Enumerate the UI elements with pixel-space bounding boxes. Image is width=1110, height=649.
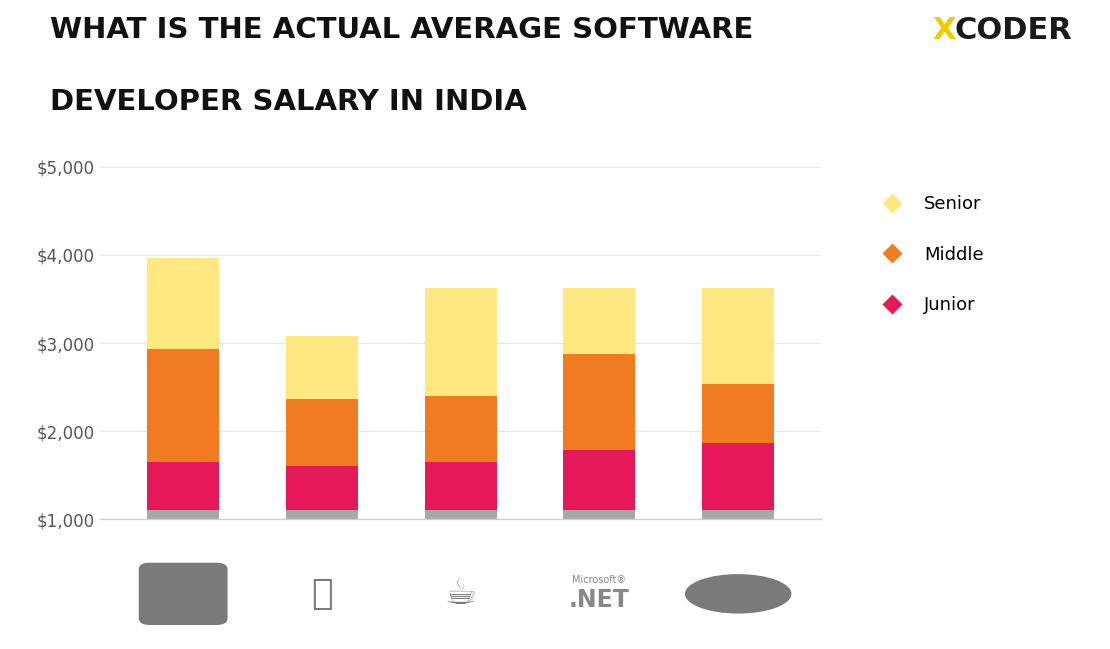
Text: X: X	[932, 16, 956, 45]
Bar	[703, 384, 775, 443]
Bar	[564, 354, 636, 450]
Bar	[564, 288, 636, 354]
Bar	[425, 510, 497, 519]
Text: WHAT IS THE ACTUAL AVERAGE SOFTWARE: WHAT IS THE ACTUAL AVERAGE SOFTWARE	[50, 16, 754, 44]
Text: JS: JS	[173, 585, 193, 603]
Bar	[564, 450, 636, 510]
Text: 🐍: 🐍	[311, 577, 333, 611]
Bar	[286, 336, 359, 399]
Text: php: php	[719, 585, 757, 603]
Bar	[147, 510, 220, 519]
Bar	[286, 399, 359, 467]
Bar	[147, 349, 220, 462]
Bar	[425, 396, 497, 462]
Bar	[425, 288, 497, 396]
Text: .NET: .NET	[569, 589, 629, 612]
Bar	[564, 510, 636, 519]
Bar	[147, 258, 220, 349]
Bar	[703, 288, 775, 384]
Text: ☕: ☕	[444, 577, 477, 611]
Bar	[703, 510, 775, 519]
Bar	[286, 467, 359, 510]
Bar	[425, 462, 497, 510]
Bar	[703, 443, 775, 510]
Bar	[286, 510, 359, 519]
Legend: Senior, Middle, Junior: Senior, Middle, Junior	[867, 188, 991, 321]
Text: Microsoft®: Microsoft®	[573, 574, 626, 585]
Text: CODER: CODER	[955, 16, 1072, 45]
Bar	[147, 462, 220, 510]
Text: DEVELOPER SALARY IN INDIA: DEVELOPER SALARY IN INDIA	[50, 88, 527, 116]
